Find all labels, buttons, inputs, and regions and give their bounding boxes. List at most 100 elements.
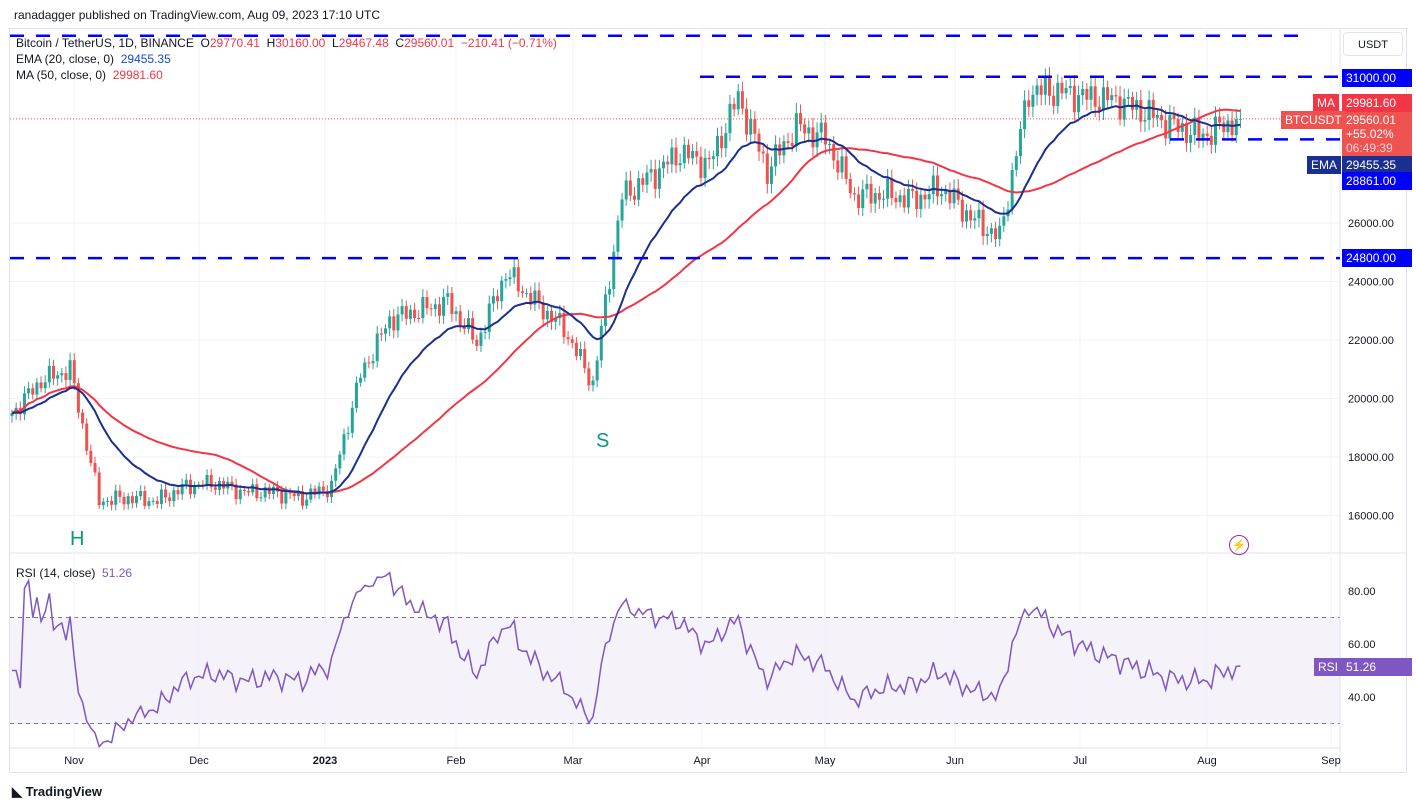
candle-body xyxy=(425,297,429,309)
candle-body xyxy=(496,296,500,302)
level-24800-label: 24800.00 xyxy=(1342,249,1412,267)
rsi-legend[interactable]: RSI (14, close) 51.26 xyxy=(16,566,132,580)
candle-body xyxy=(562,313,566,338)
ema-label: EMA (20, close, 0) xyxy=(16,52,115,66)
candle-body xyxy=(68,360,72,380)
candle-body xyxy=(338,454,342,469)
candle-body xyxy=(354,382,358,408)
candle-body xyxy=(599,325,603,361)
candle-body xyxy=(554,318,558,322)
candle-body xyxy=(857,194,861,209)
candle-body xyxy=(209,475,213,488)
candle-body xyxy=(60,373,64,376)
candle-body xyxy=(164,489,168,498)
candle-body xyxy=(1089,86,1093,100)
low-value: 29467.48 xyxy=(338,36,389,50)
candle-body xyxy=(64,373,68,380)
candle-body xyxy=(384,328,387,334)
candle-body xyxy=(753,119,757,134)
candle-body xyxy=(960,199,964,222)
lightning-icon[interactable]: ⚡ xyxy=(1229,535,1249,555)
candle-body xyxy=(670,147,674,165)
candle-body xyxy=(811,127,815,148)
candle-body xyxy=(952,188,956,204)
candle-body xyxy=(433,304,437,310)
candle-body xyxy=(342,434,346,455)
tradingview-logo-icon: ◣ xyxy=(12,784,26,799)
candle-body xyxy=(234,484,238,500)
candle-body xyxy=(1226,120,1230,133)
candle-body xyxy=(633,195,636,200)
candle-body xyxy=(591,380,595,386)
candle-body xyxy=(819,122,823,133)
candle-body xyxy=(541,302,545,320)
time-tick: Jul xyxy=(1073,755,1087,767)
ma-legend[interactable]: MA (50, close, 0) 29981.60 xyxy=(16,68,163,82)
candle-body xyxy=(716,135,719,157)
candle-body xyxy=(263,487,267,498)
candle-body xyxy=(1209,135,1213,145)
candle-body xyxy=(649,169,653,173)
candle-body xyxy=(707,157,711,160)
candle-body xyxy=(682,144,686,164)
candle-body xyxy=(479,332,483,346)
candle-body xyxy=(325,490,329,498)
candle-body xyxy=(139,490,143,497)
candle-body xyxy=(135,496,138,504)
currency-button[interactable]: USDT xyxy=(1343,32,1403,56)
candle-body xyxy=(1176,119,1180,132)
ema-price-label: 29455.35 xyxy=(1342,156,1412,174)
candle-body xyxy=(989,228,993,234)
candle-body xyxy=(674,147,678,166)
candle-body xyxy=(500,280,504,302)
candle-body xyxy=(367,362,371,364)
last-price: 29560.01 xyxy=(1346,113,1397,127)
candle-body xyxy=(271,486,275,494)
time-tick: Apr xyxy=(693,755,710,767)
candle-body xyxy=(1139,99,1143,122)
price-tick: 20000.00 xyxy=(1348,394,1394,406)
candle-body xyxy=(994,228,998,240)
candle-body xyxy=(1122,98,1126,120)
price-tick: 22000.00 xyxy=(1348,335,1394,347)
time-tick: Jun xyxy=(946,755,964,767)
tradingview-logo[interactable]: ◣ TradingView xyxy=(12,784,102,800)
candle-body xyxy=(180,483,184,495)
candle-body xyxy=(159,489,163,505)
candle-body xyxy=(27,388,31,394)
candle-body xyxy=(1114,95,1118,97)
candle-body xyxy=(1168,115,1172,139)
candle-body xyxy=(790,142,794,147)
candle-body xyxy=(935,175,939,197)
candle-body xyxy=(404,306,408,319)
time-tick: 2023 xyxy=(313,755,337,767)
candle-body xyxy=(126,496,130,505)
candle-body xyxy=(39,382,43,389)
ema-line xyxy=(11,104,1241,495)
candle-body xyxy=(1060,82,1064,94)
candle-body xyxy=(491,296,495,304)
ema-legend[interactable]: EMA (20, close, 0) 29455.35 xyxy=(16,52,171,66)
candle-body xyxy=(940,194,944,197)
candle-body xyxy=(31,388,35,395)
candle-body xyxy=(168,497,172,502)
ema-tag: EMA xyxy=(1307,156,1342,174)
candle-body xyxy=(686,144,690,159)
candle-body xyxy=(898,195,902,203)
candle-body xyxy=(836,160,840,173)
high-value: 30160.00 xyxy=(275,36,326,50)
candle-body xyxy=(334,468,338,481)
candle-body xyxy=(587,368,591,386)
candle-body xyxy=(1189,134,1193,143)
candle-body xyxy=(1035,85,1039,95)
candle-body xyxy=(292,493,296,497)
candle-body xyxy=(882,198,885,200)
candle-body xyxy=(388,316,392,329)
symbol-title: Bitcoin / TetherUS, 1D, BINANCE xyxy=(16,36,194,50)
candle-body xyxy=(1093,86,1097,107)
candle-body xyxy=(118,490,122,497)
candle-body xyxy=(956,188,960,200)
candle-body xyxy=(691,151,695,159)
candle-body xyxy=(421,297,425,319)
